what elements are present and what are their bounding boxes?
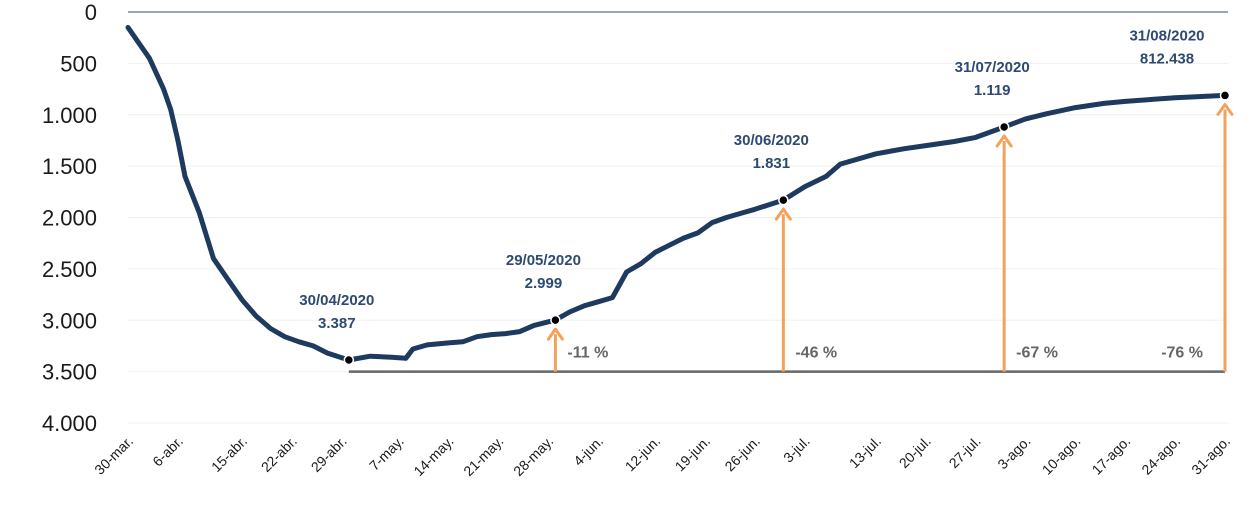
x-tick-label: 20-jul. [896,433,934,471]
annotation-labels: -11 % -46 % -67 % -76 % 30/04/2020 3.387 29/05… [299,27,1204,361]
x-tick-label: 13-jul. [846,433,884,471]
y-tick-label: 3.000 [42,308,97,333]
x-tick-label: 17-ago. [1089,433,1134,478]
x-tick-label: 24-ago. [1138,433,1183,478]
annotation-value: 2.999 [525,275,563,292]
annotation-marker [550,314,561,326]
x-tick-label: 27-jul. [946,433,984,471]
x-tick-label: 10-ago. [1039,433,1084,478]
x-tick-label: 14-may. [410,433,456,479]
annotation-markers [343,90,1231,366]
x-tick-label: 22-abr. [258,433,300,475]
arrow-head [1216,102,1234,116]
x-tick-label: 28-may. [510,433,556,479]
x-tick-label: 29-abr. [308,433,350,475]
annotation-date: 31/07/2020 [955,59,1030,76]
y-tick-label: 1.000 [42,103,97,128]
x-tick-label: 7-may. [366,433,407,474]
series-line [125,24,1228,363]
x-tick-label: 6-abr. [149,433,186,470]
x-axis: 30-mar. 6-abr. 15-abr. 22-abr. 29-abr. 7-may.… [91,433,1233,479]
x-tick-label: 26-jun. [721,433,763,475]
y-tick-label: 0 [85,0,97,25]
x-tick-label: 19-jun. [672,433,714,475]
annotation-date: 29/05/2020 [506,252,581,269]
grid-lines [128,11,1228,424]
change-arrows [546,102,1234,372]
annotation-date: 30/04/2020 [299,292,374,309]
change-label: -76 % [1161,345,1203,362]
x-tick-label: 31-ago. [1188,433,1233,478]
y-tick-label: 1.500 [42,154,97,179]
arrow-head [995,134,1013,148]
annotation-value: 812.438 [1140,50,1194,67]
annotation-value: 3.387 [318,315,356,332]
annotation-marker [778,194,789,206]
x-tick-label: 4-jun. [570,433,606,469]
arrow-head [546,327,564,341]
data-series [125,24,1228,363]
change-label: -46 % [795,345,837,362]
annotation-marker [1219,90,1231,101]
y-axis: 0 500 1.000 1.500 2.000 2.500 3.000 3.500 4.000 [42,0,97,436]
y-tick-label: 4.000 [42,411,97,436]
x-tick-label: 30-mar. [91,433,136,478]
annotation-date: 31/08/2020 [1129,27,1204,44]
x-tick-label: 15-abr. [208,433,250,475]
y-tick-label: 500 [60,51,97,76]
annotation-marker [343,354,355,366]
y-tick-label: 2.500 [42,257,97,282]
x-tick-label: 21-may. [460,433,506,479]
x-tick-label: 3-ago. [994,433,1033,472]
annotation-date: 30/06/2020 [734,132,809,149]
x-tick-label: 12-jun. [622,433,664,475]
change-label: -67 % [1016,345,1058,362]
y-tick-label: 2.000 [42,206,97,231]
change-label: -11 % [567,345,608,362]
annotation-value: 1.119 [974,82,1011,99]
x-tick-label: 3-jul. [780,433,813,466]
annotation-value: 1.831 [753,155,791,172]
annotation-marker [998,121,1010,133]
y-tick-label: 3.500 [42,360,97,385]
arrow-head [774,207,792,221]
